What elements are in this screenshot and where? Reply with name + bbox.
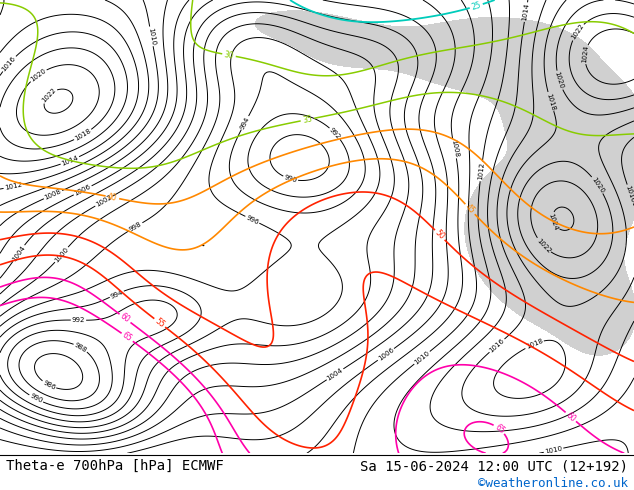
Text: 988: 988 xyxy=(74,342,88,354)
Text: ©weatheronline.co.uk: ©weatheronline.co.uk xyxy=(477,477,628,490)
Text: 1002: 1002 xyxy=(94,194,113,208)
Text: 1010: 1010 xyxy=(147,27,156,46)
Text: 1022: 1022 xyxy=(535,237,552,254)
Text: 1024: 1024 xyxy=(548,212,559,231)
Text: 1020: 1020 xyxy=(29,68,47,83)
Text: 1012: 1012 xyxy=(477,162,485,180)
Text: 1024: 1024 xyxy=(581,45,589,64)
Text: 1008: 1008 xyxy=(44,188,63,201)
Text: 1014: 1014 xyxy=(522,3,530,22)
Text: 60: 60 xyxy=(119,312,132,325)
Text: 25: 25 xyxy=(470,0,482,12)
Text: 1004: 1004 xyxy=(326,367,344,382)
Text: 1006: 1006 xyxy=(377,347,395,362)
Text: 55: 55 xyxy=(153,317,166,329)
Text: Theta-e 700hPa [hPa] ECMWF: Theta-e 700hPa [hPa] ECMWF xyxy=(6,459,224,473)
Text: 992: 992 xyxy=(328,126,342,140)
Text: 1014: 1014 xyxy=(61,154,79,167)
Text: 65: 65 xyxy=(493,422,506,436)
Text: 1018: 1018 xyxy=(545,92,556,111)
Text: 996: 996 xyxy=(245,214,260,225)
Text: 1018: 1018 xyxy=(74,128,92,142)
Text: Sa 15-06-2024 12:00 UTC (12+192): Sa 15-06-2024 12:00 UTC (12+192) xyxy=(359,459,628,473)
Text: 60: 60 xyxy=(564,410,578,423)
Text: 998: 998 xyxy=(128,220,143,233)
Text: 1022: 1022 xyxy=(41,87,57,103)
Text: 990: 990 xyxy=(283,174,298,184)
Text: 1020: 1020 xyxy=(553,71,565,90)
Text: 1000: 1000 xyxy=(53,246,70,264)
Text: 45: 45 xyxy=(463,202,477,216)
Text: 1010: 1010 xyxy=(544,445,563,455)
Text: 994: 994 xyxy=(239,116,251,130)
Text: 1016: 1016 xyxy=(1,55,17,73)
Text: 990: 990 xyxy=(29,393,43,405)
Text: 1006: 1006 xyxy=(74,184,92,197)
Text: 40: 40 xyxy=(107,192,118,203)
Text: 1008: 1008 xyxy=(450,139,459,158)
Text: 65: 65 xyxy=(120,331,134,344)
Text: 30: 30 xyxy=(223,50,235,60)
Text: 1012: 1012 xyxy=(4,182,23,191)
Text: 1004: 1004 xyxy=(11,244,27,262)
Text: 50: 50 xyxy=(433,228,446,242)
Text: 1020: 1020 xyxy=(590,176,605,194)
Text: 986: 986 xyxy=(42,379,56,391)
Text: 1016: 1016 xyxy=(488,338,506,354)
Text: 992: 992 xyxy=(72,317,85,323)
Text: 1016: 1016 xyxy=(624,185,634,203)
Text: 1010: 1010 xyxy=(413,350,431,366)
Text: 1018: 1018 xyxy=(525,338,544,350)
Text: 35: 35 xyxy=(302,114,313,125)
Text: 994: 994 xyxy=(110,289,124,299)
Text: 1022: 1022 xyxy=(570,23,585,41)
